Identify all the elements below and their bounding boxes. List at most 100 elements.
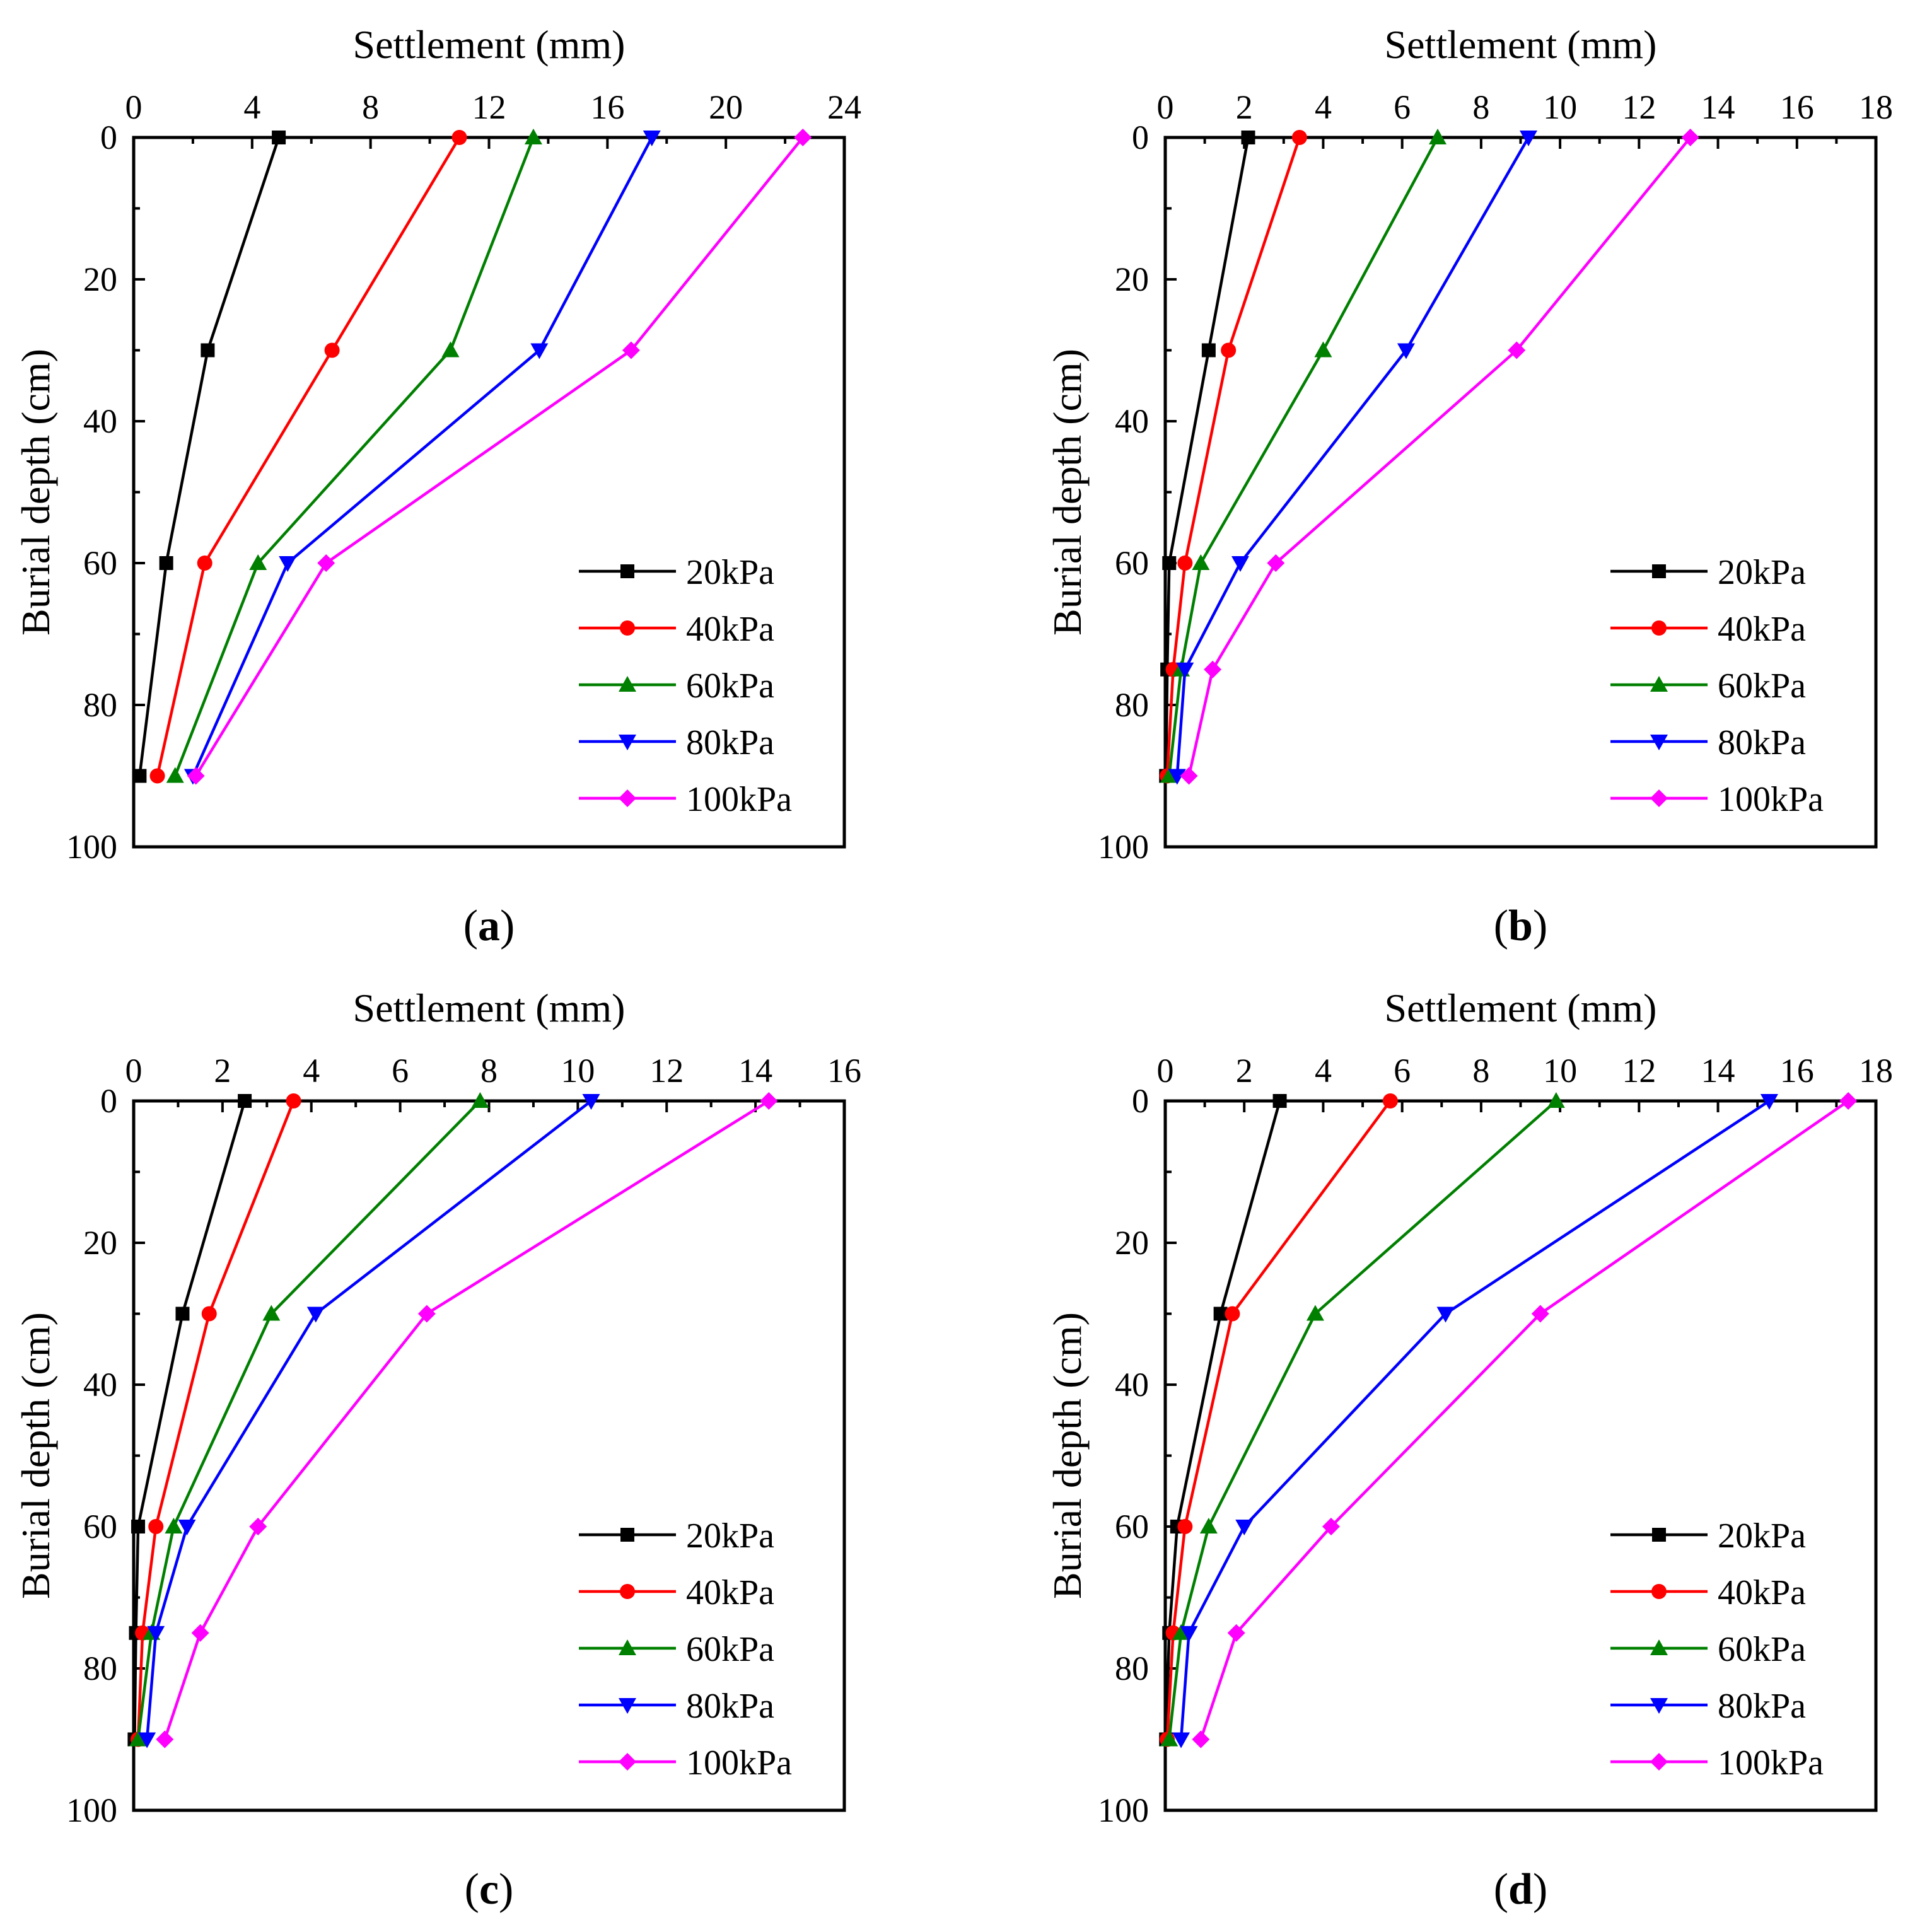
legend-marker <box>619 735 636 750</box>
series-80kPa <box>1172 1094 1778 1749</box>
legend-marker <box>1650 735 1668 750</box>
x-tick-label: 18 <box>1859 1052 1893 1090</box>
data-point <box>138 1732 156 1749</box>
data-point <box>1192 1730 1210 1749</box>
legend-label: 20kPa <box>1718 553 1806 592</box>
series-line <box>191 136 653 777</box>
legend-label: 20kPa <box>686 553 774 592</box>
y-tick-label: 80 <box>83 686 117 724</box>
series-100kPa <box>1180 129 1699 785</box>
y-axis-title: Burial depth (cm) <box>13 349 58 636</box>
data-point <box>417 1305 436 1323</box>
legend-label: 20kPa <box>1718 1516 1806 1556</box>
legend-label: 100kPa <box>686 1743 792 1783</box>
legend-marker <box>1651 620 1667 636</box>
data-point <box>1314 341 1332 358</box>
data-point <box>262 1305 281 1321</box>
data-point <box>471 1092 489 1108</box>
data-point <box>1213 1306 1228 1321</box>
x-tick-label: 10 <box>1543 1052 1577 1090</box>
x-tick-label: 10 <box>561 1052 595 1090</box>
series-100kPa <box>187 129 812 785</box>
panel-label: (d) <box>1494 1865 1548 1914</box>
data-point <box>148 1519 164 1534</box>
data-point <box>582 1094 600 1110</box>
legend-marker <box>1652 1528 1666 1542</box>
y-tick-label: 100 <box>66 1791 117 1829</box>
data-point <box>1322 1518 1340 1535</box>
data-point <box>175 1306 190 1321</box>
series-line <box>138 137 281 776</box>
series-80kPa <box>138 1094 600 1749</box>
legend-label: 60kPa <box>1718 666 1806 706</box>
x-tick-label: 4 <box>303 1052 320 1090</box>
data-point <box>794 129 812 146</box>
legend-label: 80kPa <box>686 1687 774 1726</box>
data-point <box>1162 556 1177 570</box>
data-point <box>1172 1624 1190 1640</box>
data-point <box>166 767 184 783</box>
data-point <box>1520 131 1538 146</box>
y-tick-label: 100 <box>66 828 117 866</box>
y-tick-label: 20 <box>1115 260 1149 298</box>
data-point <box>1160 1730 1179 1747</box>
y-tick-label: 40 <box>1115 402 1149 440</box>
legend-marker <box>1650 1753 1668 1771</box>
chart-panel-1: 0 4 8 12 16 20 24 0 20 40 60 80 100 Settlement (mm) Bu… <box>13 22 861 950</box>
data-point <box>131 1520 146 1533</box>
legend: 20kPa 40kPa 60kPa 80kPa 100kPa <box>579 1516 792 1783</box>
data-point <box>451 130 467 145</box>
data-point <box>643 131 661 146</box>
data-point <box>132 769 147 783</box>
data-point <box>249 1518 267 1535</box>
series-100kPa <box>156 1092 778 1749</box>
x-tick-label: 8 <box>1472 88 1489 126</box>
data-point <box>1397 343 1415 359</box>
x-tick-label: 2 <box>214 1052 231 1090</box>
data-point <box>286 1093 301 1109</box>
x-tick-label: 8 <box>362 88 379 126</box>
y-tick-label: 80 <box>83 1650 117 1687</box>
y-tick-label: 60 <box>1115 544 1149 582</box>
legend-label: 80kPa <box>686 723 774 762</box>
x-tick-label: 8 <box>1472 1052 1489 1090</box>
data-point <box>1177 556 1193 571</box>
data-point <box>1760 1094 1778 1110</box>
data-point <box>1199 1518 1218 1533</box>
data-point <box>1291 130 1307 145</box>
y-tick-label: 0 <box>1132 119 1149 156</box>
y-tick-label: 40 <box>1115 1366 1149 1404</box>
y-tick-label: 60 <box>83 544 117 582</box>
legend-marker <box>619 1753 636 1771</box>
data-point <box>1429 129 1447 144</box>
data-point <box>1241 131 1255 144</box>
chart-panel-2: 0 2 4 6 8 10 12 14 16 18 0 20 40 60 80 100 Settlement (m… <box>1045 22 1893 950</box>
y-axis-title: Burial depth (cm) <box>13 1312 58 1599</box>
x-tick-label: 4 <box>1315 88 1332 126</box>
data-point <box>1192 554 1210 570</box>
legend: 20kPa 40kPa 60kPa 80kPa 100kPa <box>1610 1516 1824 1783</box>
data-point <box>1225 1306 1240 1322</box>
data-point <box>1267 554 1285 572</box>
legend: 20kPa 40kPa 60kPa 80kPa 100kPa <box>579 553 792 819</box>
y-axis-title: Burial depth (cm) <box>1045 1312 1090 1599</box>
x-tick-label: 12 <box>472 88 506 126</box>
data-point <box>201 343 215 358</box>
legend-label: 20kPa <box>686 1516 774 1556</box>
y-tick-label: 20 <box>83 260 117 298</box>
x-axis-title: Settlement (mm) <box>353 986 626 1030</box>
legend-marker <box>619 1639 636 1655</box>
series-40kPa <box>149 130 467 784</box>
x-tick-label: 0 <box>1157 1052 1174 1090</box>
data-point <box>760 1092 778 1110</box>
y-tick-label: 100 <box>1098 828 1149 866</box>
x-axis-title: Settlement (mm) <box>1385 986 1657 1030</box>
data-point <box>1168 769 1186 785</box>
y-tick-label: 20 <box>83 1224 117 1262</box>
legend-label: 40kPa <box>686 610 774 649</box>
x-tick-label: 16 <box>1780 1052 1814 1090</box>
data-point <box>187 767 205 785</box>
x-tick-label: 14 <box>1701 88 1735 126</box>
data-point <box>178 1520 196 1535</box>
